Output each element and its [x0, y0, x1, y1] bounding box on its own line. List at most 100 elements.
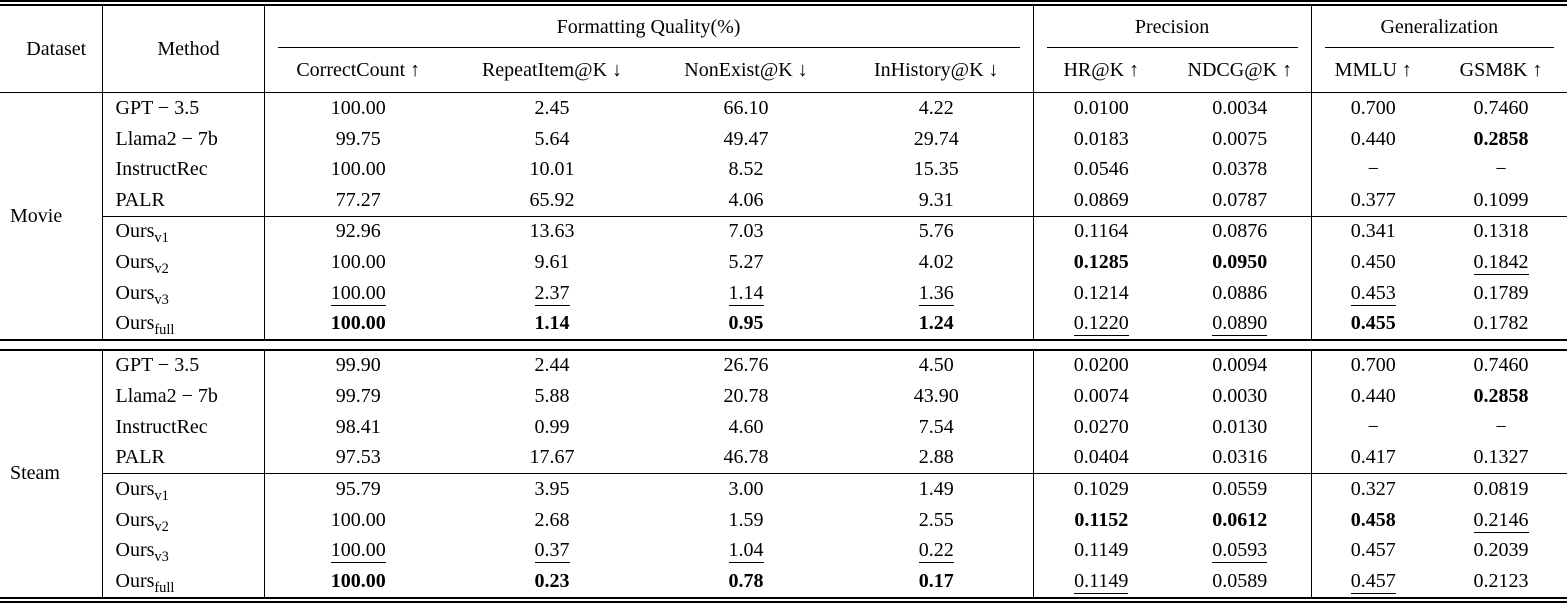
- method-base: InstructRec: [115, 158, 208, 181]
- metric-cell: 4.02: [840, 247, 1033, 278]
- metric-cell: 0.457: [1310, 535, 1436, 567]
- method-label: Oursv3: [101, 277, 264, 309]
- group-header-row: Dataset Method Formatting Quality(%) Pre…: [0, 5, 1567, 93]
- method-label: GPT − 3.5: [101, 92, 264, 124]
- results-table: Dataset Method Formatting Quality(%) Pre…: [0, 4, 1567, 599]
- metric-value: 0.440: [1350, 385, 1396, 408]
- table-row: InstructRec 98.41 0.99 4.60 7.54 0.0270 0.0130…: [0, 411, 1567, 443]
- metric-value: 0.2039: [1473, 539, 1529, 562]
- metric-cell: 0.1318: [1435, 216, 1567, 247]
- metric-cell: 0.0075: [1169, 124, 1311, 155]
- group-header-generalization: Generalization: [1310, 5, 1567, 48]
- metric-value: −: [1495, 158, 1507, 181]
- metric-value: −: [1367, 415, 1379, 438]
- metric-value: 0.1029: [1073, 478, 1129, 501]
- metric-value: 100.00: [330, 96, 386, 119]
- method-base: Ours: [115, 508, 155, 531]
- table-row: Llama2 − 7b 99.75 5.64 49.47 29.74 0.0183 0.00…: [0, 123, 1567, 155]
- metric-cell: 2.68: [452, 505, 652, 536]
- column-header-ndcgk: NDCG@K ↑: [1169, 48, 1312, 93]
- table-body: Movie GPT − 3.5 100.00 2.45 66.10 4.22 0.0100 0…: [0, 92, 1567, 598]
- metric-cell: −: [1435, 154, 1567, 185]
- metric-cell: 49.47: [652, 124, 840, 155]
- method-label: Oursv1: [101, 473, 264, 505]
- metric-value: −: [1495, 415, 1507, 438]
- metric-value: 0.23: [534, 570, 570, 593]
- metric-cell: 0.2146: [1435, 505, 1567, 536]
- method-label: Oursfull: [101, 566, 264, 598]
- metric-value: 4.02: [918, 251, 954, 274]
- metric-cell: 0.0100: [1032, 92, 1170, 124]
- metric-cell: 0.0074: [1032, 381, 1170, 412]
- metric-cell: 0.0612: [1169, 505, 1311, 536]
- metric-cell: 5.76: [840, 216, 1033, 247]
- metric-value: 0.0030: [1212, 385, 1268, 408]
- method-subscript: v1: [154, 230, 169, 247]
- metric-value: 0.1327: [1473, 446, 1529, 469]
- metric-value: 0.450: [1350, 251, 1396, 274]
- metric-cell: 3.95: [452, 474, 652, 505]
- metric-value: 0.1789: [1473, 281, 1529, 304]
- metric-value: 17.67: [529, 446, 575, 469]
- metric-value: 43.90: [913, 385, 959, 408]
- metric-value: 0.7460: [1473, 96, 1529, 119]
- metric-cell: 0.0886: [1169, 278, 1311, 309]
- metric-cell: 4.50: [840, 350, 1033, 382]
- dataset-label: Steam: [10, 462, 60, 485]
- metric-cell: 0.0030: [1169, 381, 1311, 412]
- metric-cell: 0.700: [1310, 92, 1436, 124]
- metric-cell: −: [1310, 411, 1436, 443]
- method-subscript: full: [154, 322, 175, 339]
- group-label: Formatting Quality(%): [556, 15, 741, 38]
- column-header-dataset: Dataset: [0, 5, 102, 93]
- metric-value: 0.2858: [1473, 127, 1529, 150]
- metric-value: 2.68: [534, 508, 570, 531]
- metric-value: 0.0819: [1473, 478, 1529, 501]
- metric-value: 0.95: [728, 312, 764, 335]
- metric-cell: 0.0593: [1169, 536, 1311, 567]
- metric-value: 20.78: [723, 385, 769, 408]
- metric-cell: 100.00: [263, 277, 452, 309]
- metric-value: 46.78: [723, 446, 769, 469]
- metric-value: 1.49: [918, 478, 954, 501]
- metric-value: 10.01: [529, 158, 575, 181]
- dataset-label: Movie: [10, 204, 63, 227]
- metric-cell: 1.04: [652, 536, 840, 567]
- method-label: InstructRec: [101, 411, 264, 443]
- metric-value: 98.41: [335, 415, 381, 438]
- metric-value: 0.0869: [1073, 188, 1129, 211]
- metric-value: 0.457: [1350, 539, 1396, 562]
- metric-value: 4.22: [918, 96, 954, 119]
- metric-cell: 2.44: [452, 350, 652, 382]
- metric-cell: 43.90: [840, 381, 1033, 412]
- metric-cell: 5.27: [652, 247, 840, 278]
- metric-cell: 0.1789: [1435, 278, 1567, 309]
- method-subscript: v1: [154, 488, 169, 505]
- metric-value: 0.1285: [1073, 251, 1129, 274]
- metric-cell: 100.00: [263, 308, 452, 341]
- metric-value: 0.2123: [1473, 570, 1529, 593]
- metric-cell: 100.00: [263, 504, 452, 536]
- method-base: Ours: [115, 539, 155, 562]
- metric-cell: 0.0378: [1169, 154, 1311, 185]
- metric-cell: 0.0183: [1032, 123, 1170, 155]
- metric-cell: 2.55: [840, 505, 1033, 536]
- metric-cell: 0.0200: [1032, 349, 1170, 382]
- table-row: Movie GPT − 3.5 100.00 2.45 66.10 4.22 0.0100 0…: [0, 92, 1567, 227]
- table-row: PALR 77.27 65.92 4.06 9.31 0.0869 0.0787 0.377 0…: [0, 184, 1567, 217]
- metric-cell: 0.2858: [1435, 124, 1567, 155]
- metric-cell: 0.700: [1310, 349, 1436, 382]
- metric-value: 0.0034: [1212, 96, 1268, 119]
- metric-value: 0.457: [1350, 570, 1396, 595]
- metric-value: 15.35: [913, 158, 959, 181]
- metric-value: 13.63: [529, 220, 575, 243]
- table-header: Dataset Method Formatting Quality(%) Pre…: [0, 5, 1567, 93]
- metric-value: 100.00: [330, 570, 386, 593]
- metric-cell: 0.0546: [1032, 154, 1170, 185]
- metric-cell: 0.7460: [1435, 93, 1567, 124]
- metric-value: −: [1367, 158, 1379, 181]
- metric-value: 99.79: [335, 385, 381, 408]
- metric-value: 0.22: [918, 539, 954, 564]
- metric-value: 0.7460: [1473, 354, 1529, 377]
- metric-value: 0.1842: [1473, 251, 1529, 276]
